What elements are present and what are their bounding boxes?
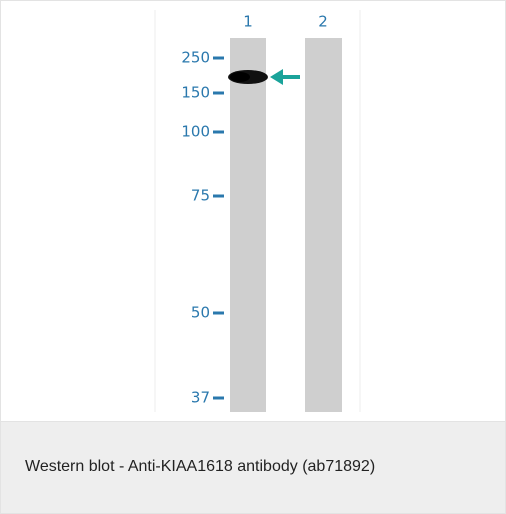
marker-label: 250	[181, 49, 210, 67]
lane	[305, 38, 342, 412]
lane	[230, 38, 266, 412]
marker-label: 37	[191, 389, 210, 407]
band	[230, 72, 250, 82]
page: 1 2 250 150 100 75 50 37 Western blot - Anti-KI…	[0, 0, 506, 514]
caption: Western blot - Anti-KIAA1618 antibody (a…	[25, 458, 375, 476]
marker-label: 75	[191, 187, 210, 205]
lane-label: 1	[243, 13, 253, 31]
blot-image: 1 2 250 150 100 75 50 37	[0, 0, 506, 420]
arrow	[270, 69, 300, 85]
marker-label: 150	[181, 84, 210, 102]
caption-box: Western blot - Anti-KIAA1618 antibody (a…	[1, 421, 505, 513]
marker-label: 100	[181, 123, 210, 141]
marker-label: 50	[191, 304, 210, 322]
lane-label: 2	[318, 13, 328, 31]
